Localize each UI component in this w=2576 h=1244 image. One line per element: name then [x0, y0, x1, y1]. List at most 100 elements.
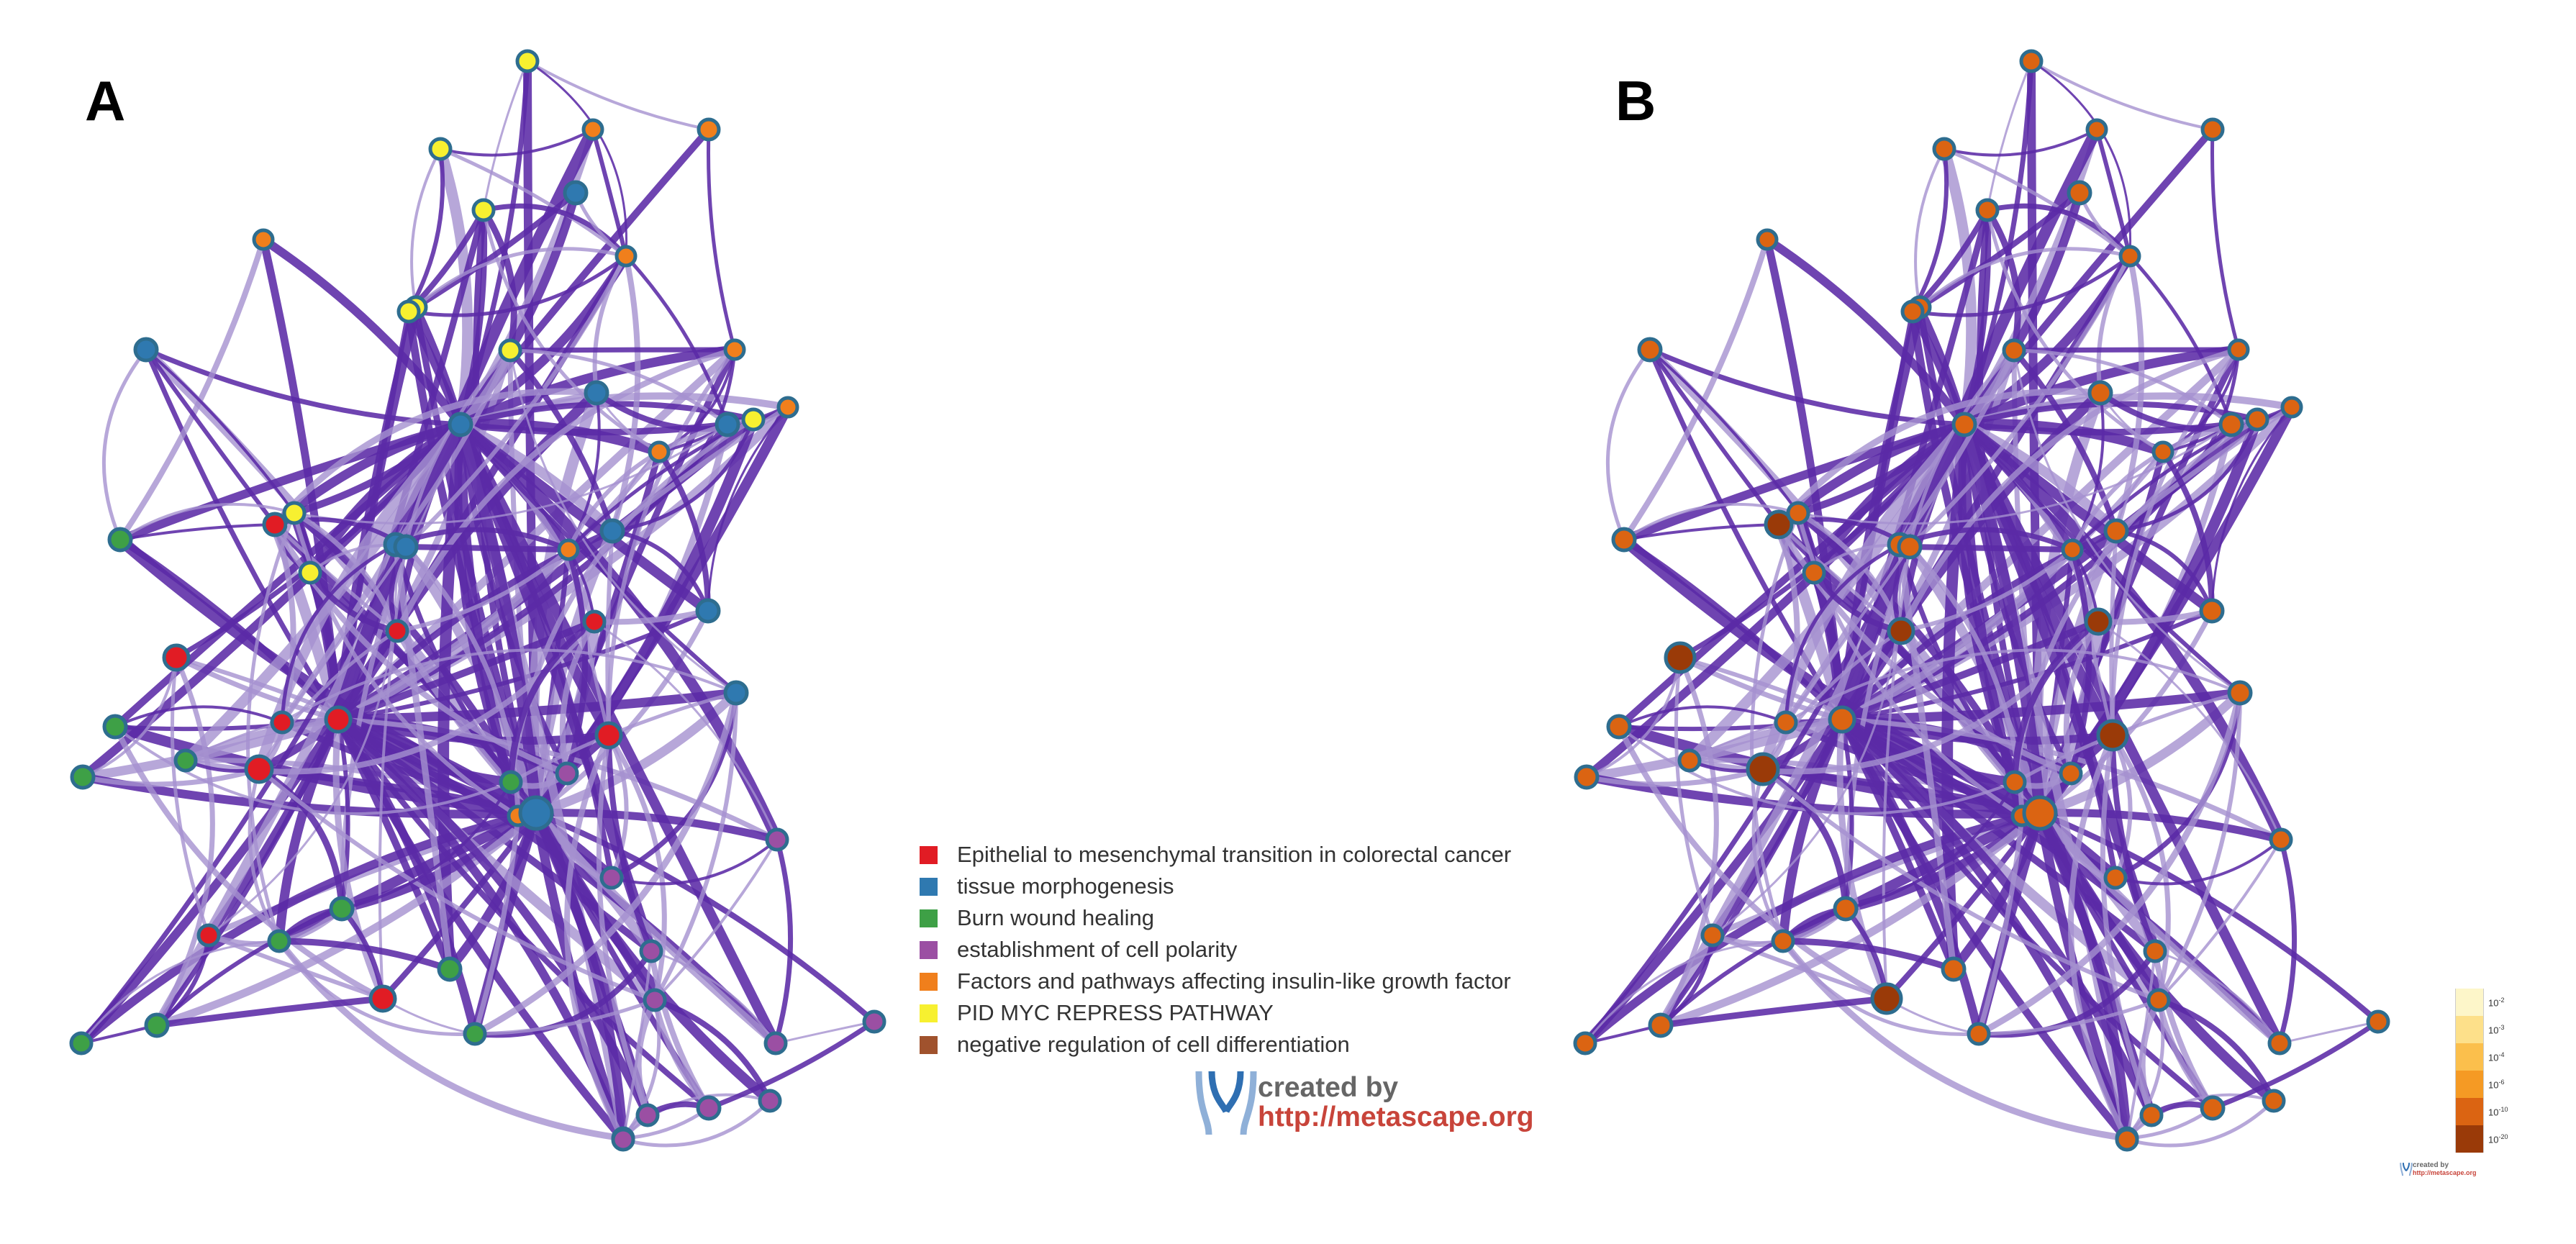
network-edge	[507, 619, 597, 783]
network-node	[2146, 988, 2171, 1012]
network-edge	[335, 717, 711, 1111]
network-node	[723, 680, 749, 706]
metascape-credit-a: created by http://metascape.org	[1194, 1068, 1534, 1137]
network-node	[2200, 117, 2225, 142]
network-node	[1932, 137, 1956, 161]
network-edge	[408, 255, 627, 317]
legend-swatch	[920, 1004, 938, 1022]
network-edge	[1784, 542, 1901, 723]
network-node	[498, 338, 522, 363]
network-node	[648, 440, 671, 463]
network-edge	[392, 544, 453, 970]
network-edge	[474, 998, 656, 1036]
scale-item: 10-4	[2455, 1043, 2508, 1071]
network-node	[723, 338, 746, 361]
network-graph-b	[1573, 49, 2390, 1152]
network-edge	[407, 148, 445, 313]
network-edge	[281, 545, 407, 724]
network-node	[499, 770, 523, 794]
credit-url: http://metascape.org	[1258, 1101, 1534, 1132]
network-edge	[1750, 512, 1800, 942]
network-node	[2139, 1103, 2164, 1127]
network-node	[581, 118, 604, 141]
network-edge	[2128, 255, 2233, 425]
network-edge	[1761, 629, 1902, 771]
network-edge	[609, 255, 641, 532]
scale-label: 10-3	[2488, 1023, 2505, 1036]
credit-created-by: created by	[1258, 1071, 1399, 1103]
network-edge	[653, 838, 779, 1002]
legend-label: PID MYC REPRESS PATHWAY	[957, 1000, 1274, 1025]
network-edge	[332, 719, 386, 1000]
network-edge	[1908, 349, 2015, 548]
network-edge	[2115, 529, 2214, 612]
network-node	[70, 764, 96, 790]
network-node	[1677, 748, 1702, 773]
legend-swatch	[920, 940, 938, 959]
network-node	[437, 956, 463, 982]
network-edge	[280, 542, 397, 723]
network-edge	[1918, 190, 2082, 310]
legend-label: tissue morphogenesis	[957, 873, 1174, 899]
network-edge	[404, 255, 628, 549]
scale-item: 10-3	[2455, 1016, 2508, 1043]
network-node	[1897, 534, 1923, 560]
network-node	[1606, 714, 1632, 740]
network-node	[741, 407, 766, 432]
network-edge	[625, 255, 730, 425]
network-edge	[1987, 203, 2132, 258]
network-edge	[2031, 60, 2213, 131]
node-layer	[69, 49, 886, 1152]
network-edge	[527, 60, 628, 257]
network-edge	[78, 717, 342, 1047]
network-edge	[1658, 656, 1719, 1027]
network-edge	[273, 523, 399, 632]
network-edge	[1784, 648, 2241, 724]
network-edge	[653, 997, 773, 1102]
network-edge	[2038, 810, 2380, 1025]
network-node	[594, 721, 623, 750]
network-hub-node	[1828, 705, 1856, 734]
network-node	[1967, 1022, 1991, 1046]
network-node	[515, 49, 540, 73]
network-edge	[335, 717, 627, 1143]
network-node	[639, 939, 663, 963]
network-edge	[455, 424, 523, 817]
network-node	[267, 929, 291, 953]
network-edge	[156, 995, 384, 1029]
network-edge	[1882, 546, 1911, 999]
network-node	[396, 299, 421, 324]
network-node	[557, 538, 580, 561]
scale-label: 10-10	[2488, 1105, 2508, 1118]
network-node	[2200, 1095, 2226, 1121]
network-edge	[278, 937, 451, 973]
network-node	[262, 512, 288, 537]
network-edge	[405, 309, 465, 427]
network-edge	[622, 1099, 771, 1148]
network-node	[329, 896, 355, 922]
network-node	[1900, 299, 1925, 324]
network-edge	[414, 190, 578, 310]
network-edge	[1659, 809, 2043, 1030]
network-edge	[509, 348, 729, 427]
network-edge	[258, 767, 656, 1002]
network-edge	[2210, 129, 2241, 350]
network-edge	[1647, 348, 1844, 721]
network-node	[584, 380, 609, 406]
network-edge	[155, 907, 343, 1027]
network-edge	[650, 950, 777, 1044]
scale-item: 10-6	[2455, 1071, 2508, 1098]
network-node	[555, 761, 579, 786]
network-edge	[594, 608, 709, 625]
network-edge	[1586, 766, 1764, 787]
network-edge	[706, 129, 737, 350]
network-edge	[2157, 997, 2277, 1102]
network-edge	[1910, 148, 1949, 313]
legend-label: negative regulation of cell differentiat…	[957, 1032, 1350, 1057]
network-node	[1637, 337, 1663, 363]
network-node	[107, 527, 133, 553]
network-edge	[2126, 1099, 2275, 1148]
network-edge	[335, 715, 538, 818]
network-edge	[1845, 781, 2016, 910]
network-edge	[1985, 208, 2021, 351]
